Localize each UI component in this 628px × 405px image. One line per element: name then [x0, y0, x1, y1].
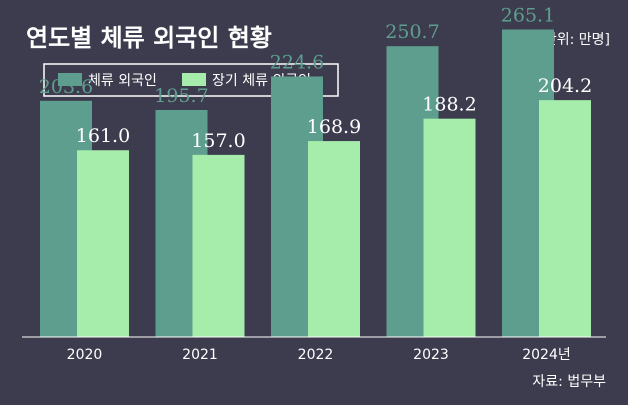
legend-label-0: 체류 외국인	[88, 73, 157, 89]
bar-2023-series-1	[423, 118, 476, 337]
value-label-2024년-series-0: 265.1	[501, 4, 555, 26]
legend-swatch-0	[58, 73, 82, 86]
value-labels: 203.6 161.0 195.7 157.0 224.6 168.9 250.7 188.2…	[39, 4, 592, 151]
category-labels: 2020 2021 2022 2023 2024년	[67, 347, 571, 363]
value-label-2022-series-0: 224.6	[270, 51, 324, 73]
category-label-4: 2024년	[522, 347, 571, 363]
value-label-2021-series-0: 195.7	[154, 85, 208, 107]
value-label-2023-series-0: 250.7	[385, 21, 439, 43]
value-label-2023-series-1: 188.2	[422, 94, 476, 116]
value-label-2021-series-1: 157.0	[191, 130, 245, 152]
value-label-2020-series-1: 161.0	[76, 125, 130, 147]
category-label-2: 2022	[298, 347, 334, 363]
category-label-0: 2020	[67, 347, 103, 363]
bar-2022-series-1	[308, 141, 360, 337]
chart-title: 연도별 체류 외국인 현황	[26, 24, 272, 52]
legend-box	[43, 63, 339, 97]
bar-2020-series-1	[77, 150, 129, 337]
bar-2024년-series-1	[539, 100, 591, 338]
value-label-2024년-series-1: 204.2	[538, 75, 592, 97]
source-label: 자료: 법무부	[532, 374, 606, 390]
value-label-2020-series-0: 203.6	[39, 76, 93, 98]
legend-swatch-1	[182, 73, 206, 86]
category-label-1: 2021	[182, 347, 218, 363]
bar-2021-series-1	[192, 154, 245, 337]
bars	[40, 29, 591, 338]
unit-label: [단위: 만명]	[538, 32, 610, 48]
category-label-3: 2023	[413, 347, 449, 363]
value-label-2022-series-1: 168.9	[307, 116, 361, 138]
